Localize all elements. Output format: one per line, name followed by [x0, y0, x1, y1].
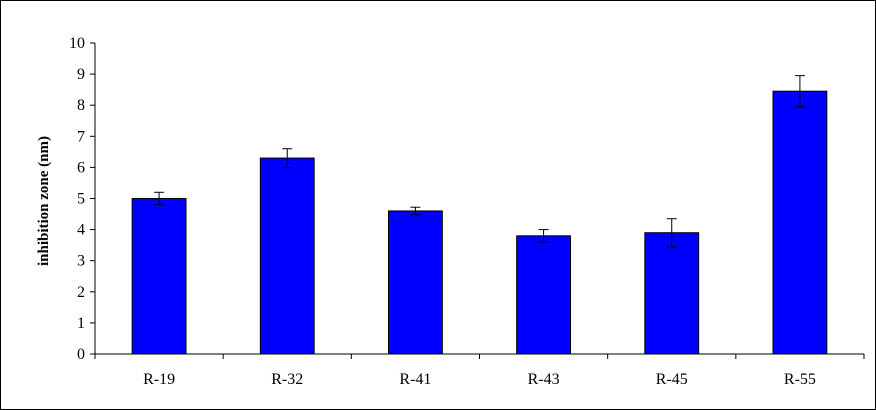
- bar-r-55: [772, 90, 828, 355]
- x-tick-label-r-32: R-32: [271, 371, 303, 388]
- y-tick-label: 10: [69, 35, 85, 52]
- error-bar-r-45: [666, 218, 677, 248]
- y-tick-label: 8: [77, 97, 85, 114]
- y-tick-label: 0: [77, 346, 85, 363]
- error-bar-r-55: [794, 75, 805, 108]
- y-tick-label: 7: [77, 128, 85, 145]
- bar-r-43: [516, 235, 571, 355]
- bar-r-32: [259, 157, 315, 355]
- x-tick-label-r-55: R-55: [784, 371, 816, 388]
- y-tick-label: 9: [77, 66, 85, 83]
- y-tick-label: 5: [77, 191, 85, 208]
- y-tick-label: 4: [77, 222, 85, 239]
- y-tick-label: 6: [77, 159, 85, 176]
- x-tick-label-r-19: R-19: [143, 371, 175, 388]
- bars-group: [131, 90, 828, 355]
- y-axis-ticks: 0 1 2 3 4 5 6 7 8 9 10: [69, 35, 95, 363]
- x-tick-label-r-43: R-43: [528, 371, 560, 388]
- y-tick-label: 1: [77, 315, 85, 332]
- x-tick-label-r-41: R-41: [399, 371, 431, 388]
- y-tick-label: 3: [77, 253, 85, 270]
- x-tick-label-r-45: R-45: [656, 371, 688, 388]
- y-tick-label: 2: [77, 284, 85, 301]
- x-axis-ticks: R-19 R-32 R-41 R-43 R-45 R-55: [94, 354, 865, 388]
- bar-r-45: [644, 232, 700, 355]
- bar-r-19: [131, 198, 187, 355]
- error-bars-group: [154, 75, 805, 248]
- y-axis-title: inhibition zone (nm): [36, 136, 52, 266]
- bar-r-41: [388, 210, 443, 355]
- error-bar-r-19: [154, 191, 165, 206]
- error-bar-r-43: [538, 229, 549, 243]
- error-bar-r-32: [282, 148, 293, 168]
- error-bar-r-41: [410, 206, 421, 216]
